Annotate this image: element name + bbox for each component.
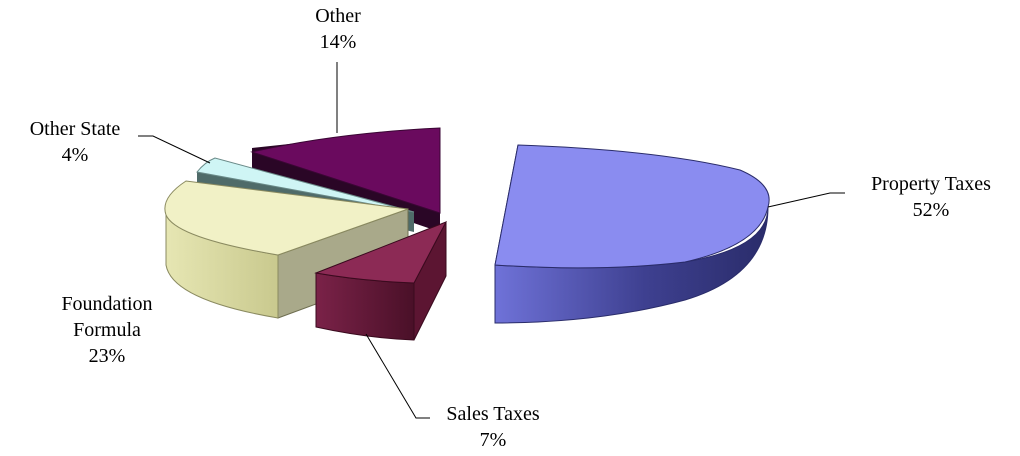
slice-property-taxes [494,144,770,269]
slice-sales-taxes [314,221,448,284]
percent-property-taxes: 52% [913,199,950,221]
leader-line-property-taxes [767,192,845,208]
percent-foundation-formula: 23% [89,345,126,367]
slice-sales-taxes-side [315,272,415,341]
slice-other [250,127,441,214]
percent-other: 14% [320,31,357,53]
label-foundation-formula: Foundation Formula 23% [61,293,152,367]
label-other: Other 14% [315,5,361,53]
percent-other-state: 4% [62,144,89,166]
leader-line-sales-taxes [365,333,430,419]
label-sales-taxes: Sales Taxes 7% [446,403,539,451]
slice-foundation-formula [164,180,409,256]
label-property-taxes: Property Taxes 52% [871,173,991,221]
label-other-state: Other State 4% [30,118,121,166]
leader-line-other-state [138,135,211,164]
percent-sales-taxes: 7% [480,429,507,451]
